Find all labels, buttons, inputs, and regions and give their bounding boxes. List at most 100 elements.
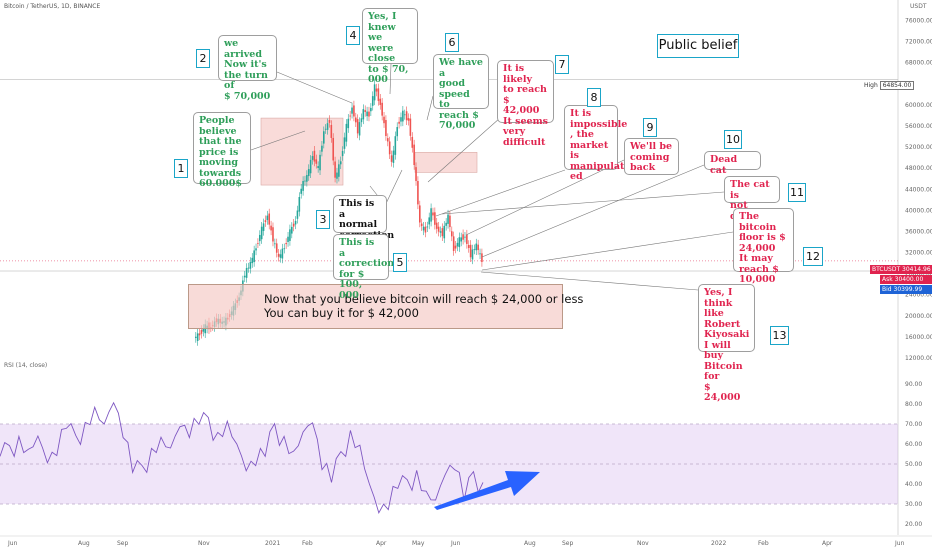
candle-1-2 <box>198 333 201 336</box>
candle-37-2 <box>402 110 404 122</box>
candle-29-2 <box>356 119 359 134</box>
candle-16-2 <box>283 248 286 250</box>
time-tick-6: Apr <box>376 540 387 547</box>
candle-15-1 <box>275 243 278 253</box>
rsi-tick-3: 60.00 <box>905 441 922 448</box>
callout-text: Now that you believe bitcoin will reach … <box>264 292 583 320</box>
candle-45-1 <box>445 222 447 226</box>
candle-29-1 <box>355 117 357 123</box>
candle-15-2 <box>277 253 280 257</box>
candle-18-0 <box>291 226 293 234</box>
candle-26-1 <box>338 164 340 177</box>
rsi-arrow <box>434 471 540 510</box>
connector-3 <box>426 95 434 121</box>
time-tick-1: Aug <box>78 540 90 547</box>
candle-35-0 <box>387 138 389 142</box>
time-tick-8: Jun <box>450 540 461 547</box>
candle-37-1 <box>400 117 402 122</box>
price-tick-0: 76000.00 <box>905 18 932 25</box>
candle-10-1 <box>247 267 250 269</box>
label-3: 3 <box>316 210 330 229</box>
candle-19-0 <box>296 210 299 219</box>
candle-47-0 <box>454 245 457 249</box>
candle-49-1 <box>467 244 470 248</box>
candle-19-2 <box>300 188 303 194</box>
candle-33-1 <box>377 88 380 101</box>
label-4: 4 <box>346 26 360 45</box>
time-tick-9: Aug <box>524 540 536 547</box>
candle-40-1 <box>417 181 419 205</box>
candle-47-2 <box>458 237 461 248</box>
rsi-tick-0: 90.00 <box>905 381 922 388</box>
label-5: 5 <box>393 253 407 272</box>
price-tick-14: 20000.00 <box>905 313 932 320</box>
candle-37-0 <box>398 121 400 124</box>
candle-14-1 <box>270 225 272 231</box>
note-8: It is impossible , the market is manipul… <box>564 105 627 182</box>
candle-44-1 <box>439 231 442 233</box>
candle-42-0 <box>426 226 429 228</box>
candle-1-1 <box>196 333 199 341</box>
callout-line-2: You can buy it for $ 42,000 <box>264 306 419 320</box>
callout-line-1: Now that you believe bitcoin will reach … <box>264 292 584 306</box>
candle-14-0 <box>268 213 271 225</box>
price-tick-5: 56000.00 <box>905 123 932 130</box>
candle-13-1 <box>264 220 267 223</box>
note-6: We have a good speed to reach $ 70,000 <box>433 54 489 131</box>
candle-51-1 <box>479 253 481 255</box>
candle-42-2 <box>430 208 432 222</box>
candle-24-1 <box>326 123 329 130</box>
candle-33-0 <box>375 88 378 92</box>
candle-44-0 <box>437 226 440 232</box>
candle-31-0 <box>364 110 367 112</box>
candle-48-1 <box>462 234 464 240</box>
candle-38-0 <box>403 114 406 116</box>
candle-30-1 <box>360 118 363 123</box>
label-13: 13 <box>770 326 789 345</box>
candle-13-0 <box>262 223 265 231</box>
candle-31-2 <box>368 111 370 117</box>
time-tick-7: May <box>412 540 425 547</box>
ask-tag: Ask 30400.00 <box>880 275 932 284</box>
price-tick-15: 16000.00 <box>905 334 932 341</box>
candle-38-1 <box>405 111 408 121</box>
candle-36-2 <box>396 127 399 137</box>
rsi-tick-5: 40.00 <box>905 481 922 488</box>
candle-19-1 <box>298 197 301 212</box>
candle-41-0 <box>420 223 423 227</box>
note-11: The cat is not dead <box>724 176 780 221</box>
label-11: 11 <box>788 183 806 202</box>
highlight-box-1 <box>260 117 344 186</box>
time-tick-11: Nov <box>637 540 649 547</box>
candle-17-1 <box>287 236 289 242</box>
candle-22-0 <box>313 150 316 162</box>
candle-14-2 <box>272 227 274 242</box>
candle-21-1 <box>309 159 312 174</box>
candle-31-1 <box>366 111 368 117</box>
label-9: 9 <box>643 118 657 137</box>
label-6: 6 <box>445 33 459 52</box>
candle-32-1 <box>371 96 374 106</box>
candle-43-1 <box>434 212 436 225</box>
connector-5 <box>435 169 566 217</box>
label-10: 10 <box>724 130 742 149</box>
candle-28-2 <box>351 107 353 114</box>
price-tick-4: 60000.00 <box>905 102 932 109</box>
connector-7 <box>481 164 705 258</box>
bid-tag: Bid 30399.99 <box>880 285 932 294</box>
candle-36-1 <box>394 136 397 155</box>
candle-2-1 <box>202 329 205 332</box>
candle-26-2 <box>339 161 342 165</box>
note-13: Yes, I think like Robert Kiyosaki I will… <box>698 284 755 403</box>
price-tick-7: 48000.00 <box>905 165 932 172</box>
rsi-tick-2: 70.00 <box>905 421 922 428</box>
time-tick-2: Sep <box>117 540 129 547</box>
candle-44-2 <box>441 228 444 237</box>
price-tick-6: 52000.00 <box>905 144 932 151</box>
rsi-tick-4: 50.00 <box>905 461 922 468</box>
price-tick-10: 36000.00 <box>905 228 932 235</box>
candle-42-1 <box>428 217 431 225</box>
candle-13-2 <box>266 215 269 221</box>
rsi-tick-6: 30.00 <box>905 501 922 508</box>
